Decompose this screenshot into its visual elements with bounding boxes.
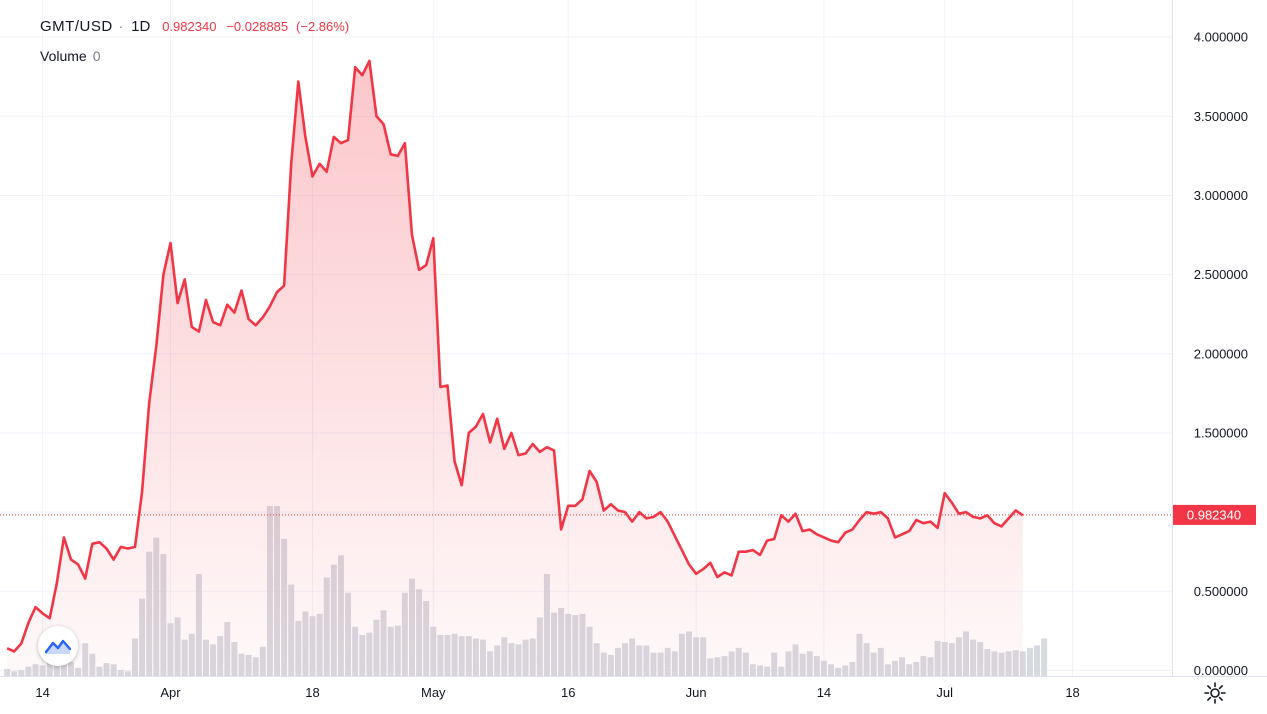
y-tick-label: 0.500000 bbox=[1194, 584, 1248, 599]
logo-mark-icon bbox=[45, 639, 71, 654]
y-tick-label: 0.000000 bbox=[1194, 663, 1248, 678]
y-tick-label: 1.500000 bbox=[1194, 425, 1248, 440]
time-axis[interactable]: 14 Apr 18 May 16 Jun 14 Jul 18 bbox=[35, 685, 1079, 700]
volume-bar bbox=[1026, 647, 1033, 676]
x-tick-label: Apr bbox=[160, 685, 181, 700]
price-badge: 0.982340 bbox=[1173, 504, 1256, 525]
y-tick-label: 2.000000 bbox=[1194, 346, 1248, 361]
volume-label: Volume bbox=[40, 48, 87, 64]
volume-bar bbox=[1034, 645, 1041, 676]
volume-bar bbox=[1041, 638, 1048, 676]
x-tick-label: 16 bbox=[561, 685, 575, 700]
x-tick-label: 14 bbox=[35, 685, 49, 700]
x-tick-label: Jun bbox=[686, 685, 707, 700]
price-badge-label: 0.982340 bbox=[1187, 507, 1241, 522]
y-tick-label: 4.000000 bbox=[1194, 30, 1248, 45]
x-tick-label: 14 bbox=[817, 685, 831, 700]
last-price-value: 0.982340 bbox=[162, 19, 217, 34]
x-tick-label: 18 bbox=[305, 685, 319, 700]
symbol-legend[interactable]: GMT/USD · 1D 0.982340 −0.028885 (−2.86%) bbox=[40, 18, 349, 35]
price-area bbox=[6, 59, 1024, 676]
x-tick-label: Jul bbox=[936, 685, 953, 700]
symbol-name[interactable]: GMT/USD bbox=[40, 18, 113, 35]
legend-separator: · bbox=[118, 18, 124, 34]
price-axis[interactable]: 4.000000 3.500000 3.000000 2.500000 2.000000… bbox=[1194, 30, 1248, 678]
price-change-percent: (−2.86%) bbox=[296, 19, 350, 34]
price-change-value: −0.028885 bbox=[226, 19, 289, 34]
tradingview-logo-icon[interactable] bbox=[38, 626, 78, 666]
volume-legend[interactable]: Volume 0 bbox=[40, 48, 101, 64]
y-tick-label: 2.500000 bbox=[1194, 267, 1248, 282]
volume-value: 0 bbox=[92, 48, 101, 64]
y-tick-label: 3.500000 bbox=[1194, 109, 1248, 124]
x-tick-label: 18 bbox=[1065, 685, 1079, 700]
price-line bbox=[6, 59, 1024, 653]
price-area-fill bbox=[7, 60, 1023, 676]
timeframe-label[interactable]: 1D bbox=[131, 18, 151, 35]
volume-bar bbox=[1019, 651, 1026, 676]
gear-icon[interactable] bbox=[1203, 681, 1227, 705]
x-tick-label: May bbox=[421, 685, 446, 700]
y-tick-label: 3.000000 bbox=[1194, 188, 1248, 203]
